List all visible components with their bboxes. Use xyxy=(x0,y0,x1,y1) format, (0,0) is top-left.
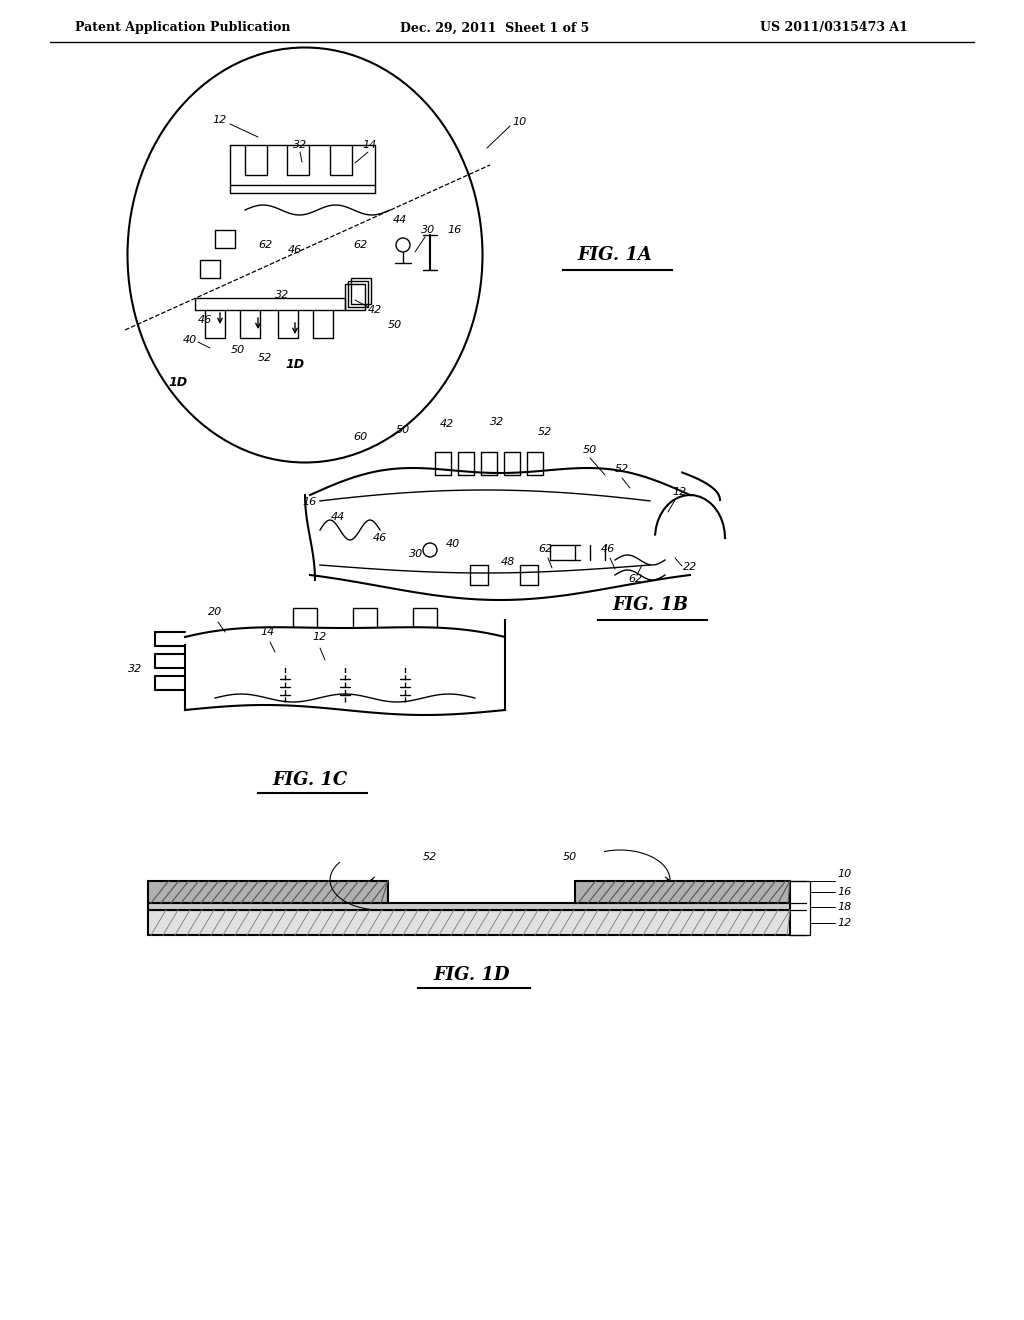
Text: 44: 44 xyxy=(393,215,408,224)
Text: 12: 12 xyxy=(673,487,687,498)
Text: 46: 46 xyxy=(288,246,302,255)
Text: Dec. 29, 2011  Sheet 1 of 5: Dec. 29, 2011 Sheet 1 of 5 xyxy=(400,21,589,34)
Text: FIG. 1D: FIG. 1D xyxy=(434,966,510,983)
Text: 32: 32 xyxy=(274,290,289,300)
Text: 44: 44 xyxy=(331,512,345,521)
Text: 62: 62 xyxy=(628,574,642,583)
Text: 50: 50 xyxy=(583,445,597,455)
Text: 52: 52 xyxy=(423,851,437,862)
Bar xyxy=(148,903,790,909)
Text: 12: 12 xyxy=(837,917,851,928)
Text: 16: 16 xyxy=(447,224,462,235)
Text: 50: 50 xyxy=(396,425,411,436)
Text: 20: 20 xyxy=(208,607,222,616)
Text: 62: 62 xyxy=(353,240,368,249)
Text: 12: 12 xyxy=(213,115,227,125)
Bar xyxy=(148,880,388,903)
Text: 50: 50 xyxy=(230,345,245,355)
Text: 62: 62 xyxy=(538,544,552,554)
Text: 40: 40 xyxy=(445,539,460,549)
Text: FIG. 1A: FIG. 1A xyxy=(578,246,652,264)
Text: 18: 18 xyxy=(837,902,851,912)
Text: 32: 32 xyxy=(489,417,504,426)
Text: 50: 50 xyxy=(563,851,578,862)
Text: 32: 32 xyxy=(293,140,307,150)
Bar xyxy=(148,909,790,935)
Text: 12: 12 xyxy=(313,632,327,642)
Text: 46: 46 xyxy=(198,315,212,325)
Text: Patent Application Publication: Patent Application Publication xyxy=(75,21,291,34)
Text: 42: 42 xyxy=(368,305,382,315)
Text: 60: 60 xyxy=(353,432,368,442)
Text: 30: 30 xyxy=(421,224,435,235)
Text: 1D: 1D xyxy=(168,375,187,388)
Text: 10: 10 xyxy=(837,869,851,879)
Text: 14: 14 xyxy=(261,627,275,638)
Text: 48: 48 xyxy=(501,557,515,568)
Text: 40: 40 xyxy=(183,335,198,345)
Text: 52: 52 xyxy=(258,352,272,363)
Text: 52: 52 xyxy=(538,426,552,437)
Text: 16: 16 xyxy=(303,498,317,507)
Text: 32: 32 xyxy=(128,664,142,675)
Text: US 2011/0315473 A1: US 2011/0315473 A1 xyxy=(760,21,908,34)
Text: 14: 14 xyxy=(362,140,377,150)
Text: FIG. 1C: FIG. 1C xyxy=(272,771,347,789)
Text: 50: 50 xyxy=(388,319,402,330)
Text: 22: 22 xyxy=(683,562,697,572)
Text: 30: 30 xyxy=(409,549,423,558)
Text: 10: 10 xyxy=(513,117,527,127)
Text: 52: 52 xyxy=(614,465,629,474)
Text: 46: 46 xyxy=(601,544,615,554)
Text: 1D: 1D xyxy=(286,359,304,371)
Text: 16: 16 xyxy=(837,887,851,898)
Text: FIG. 1B: FIG. 1B xyxy=(612,597,688,614)
Text: 42: 42 xyxy=(440,418,454,429)
Bar xyxy=(575,880,790,903)
Text: 46: 46 xyxy=(373,533,387,543)
Text: 62: 62 xyxy=(258,240,272,249)
